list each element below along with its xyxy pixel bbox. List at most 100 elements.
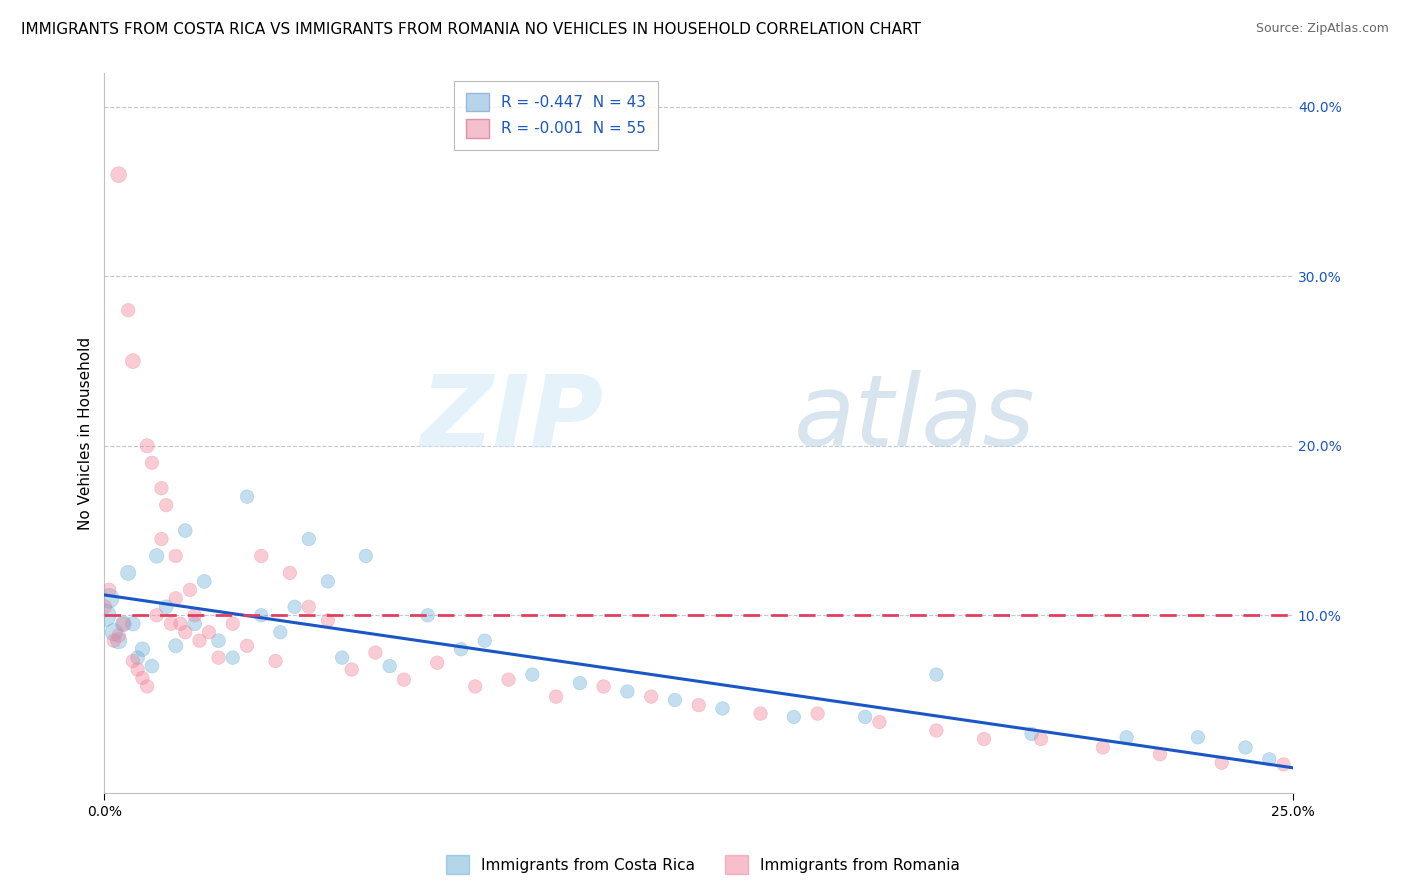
Point bbox=[117, 303, 139, 318]
Point bbox=[522, 667, 544, 681]
Point bbox=[925, 723, 948, 738]
Point bbox=[868, 714, 890, 729]
Text: atlas: atlas bbox=[794, 370, 1035, 467]
Point bbox=[174, 524, 197, 538]
Point bbox=[688, 698, 710, 712]
Point bbox=[112, 616, 135, 631]
Point bbox=[198, 625, 221, 640]
Point bbox=[131, 642, 153, 657]
Point bbox=[122, 654, 145, 668]
Point bbox=[298, 599, 321, 614]
Point bbox=[122, 616, 145, 631]
Point bbox=[316, 574, 339, 589]
Point bbox=[174, 625, 197, 640]
Point bbox=[1149, 747, 1171, 762]
Point bbox=[107, 629, 129, 643]
Point bbox=[183, 608, 205, 623]
Point bbox=[207, 633, 229, 648]
Point bbox=[250, 608, 273, 623]
Point bbox=[925, 667, 948, 681]
Point bbox=[155, 498, 177, 512]
Point bbox=[364, 646, 387, 660]
Point bbox=[193, 574, 215, 589]
Point bbox=[664, 693, 686, 707]
Point bbox=[141, 456, 163, 470]
Point bbox=[207, 650, 229, 665]
Point bbox=[1029, 731, 1052, 746]
Point bbox=[93, 599, 115, 614]
Point bbox=[165, 639, 187, 653]
Point bbox=[131, 671, 153, 685]
Point bbox=[1021, 727, 1043, 741]
Point bbox=[145, 608, 167, 623]
Point bbox=[122, 354, 145, 368]
Point bbox=[107, 633, 129, 648]
Point bbox=[354, 549, 377, 563]
Text: ZIP: ZIP bbox=[420, 370, 603, 467]
Point bbox=[103, 633, 125, 648]
Point bbox=[98, 582, 121, 597]
Point bbox=[378, 659, 401, 673]
Point bbox=[316, 613, 339, 627]
Point bbox=[616, 684, 638, 698]
Point bbox=[136, 439, 159, 453]
Point bbox=[236, 490, 259, 504]
Point bbox=[546, 690, 568, 704]
Point bbox=[112, 616, 135, 631]
Point bbox=[264, 654, 287, 668]
Point bbox=[165, 591, 187, 606]
Y-axis label: No Vehicles in Household: No Vehicles in Household bbox=[79, 336, 93, 530]
Point bbox=[498, 673, 520, 687]
Text: Source: ZipAtlas.com: Source: ZipAtlas.com bbox=[1256, 22, 1389, 36]
Point bbox=[474, 633, 496, 648]
Point bbox=[783, 710, 806, 724]
Text: IMMIGRANTS FROM COSTA RICA VS IMMIGRANTS FROM ROMANIA NO VEHICLES IN HOUSEHOLD C: IMMIGRANTS FROM COSTA RICA VS IMMIGRANTS… bbox=[21, 22, 921, 37]
Point bbox=[1258, 752, 1281, 766]
Point bbox=[1234, 740, 1257, 755]
Point bbox=[973, 731, 995, 746]
Point bbox=[298, 532, 321, 546]
Point bbox=[269, 625, 291, 640]
Point bbox=[1272, 757, 1295, 772]
Point bbox=[117, 566, 139, 580]
Point bbox=[160, 616, 183, 631]
Point bbox=[222, 650, 245, 665]
Point bbox=[806, 706, 828, 721]
Point bbox=[464, 680, 486, 694]
Point bbox=[284, 599, 307, 614]
Legend: Immigrants from Costa Rica, Immigrants from Romania: Immigrants from Costa Rica, Immigrants f… bbox=[440, 849, 966, 880]
Point bbox=[127, 650, 149, 665]
Point bbox=[150, 481, 173, 495]
Point bbox=[103, 625, 125, 640]
Point bbox=[169, 616, 191, 631]
Point bbox=[136, 680, 159, 694]
Point bbox=[222, 616, 245, 631]
Point bbox=[141, 659, 163, 673]
Point bbox=[392, 673, 415, 687]
Point bbox=[98, 591, 121, 606]
Point bbox=[236, 639, 259, 653]
Point bbox=[749, 706, 772, 721]
Point bbox=[107, 168, 129, 182]
Point bbox=[416, 608, 439, 623]
Point bbox=[93, 608, 115, 623]
Point bbox=[450, 642, 472, 657]
Point bbox=[155, 599, 177, 614]
Point bbox=[1211, 756, 1233, 770]
Point bbox=[183, 616, 205, 631]
Point bbox=[250, 549, 273, 563]
Point bbox=[188, 633, 211, 648]
Point bbox=[165, 549, 187, 563]
Point bbox=[340, 663, 363, 677]
Point bbox=[426, 656, 449, 670]
Point bbox=[179, 582, 201, 597]
Point bbox=[711, 701, 734, 715]
Point bbox=[592, 680, 614, 694]
Point bbox=[1091, 740, 1114, 755]
Point bbox=[330, 650, 353, 665]
Point bbox=[640, 690, 662, 704]
Point bbox=[278, 566, 301, 580]
Point bbox=[145, 549, 167, 563]
Point bbox=[1187, 731, 1209, 745]
Point bbox=[568, 676, 591, 690]
